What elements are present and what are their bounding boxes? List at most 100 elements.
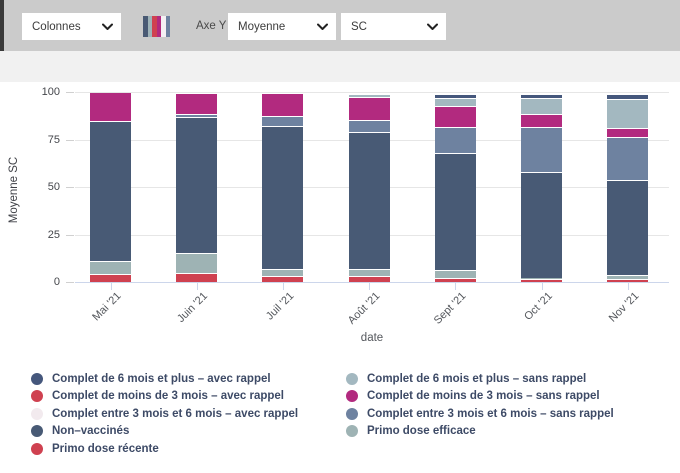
y-tick-mark (66, 92, 74, 93)
legend-label: Complet entre 3 mois et 6 mois – sans ra… (367, 407, 614, 420)
bar-segment[interactable] (434, 153, 476, 270)
bar-segment[interactable] (262, 116, 304, 127)
legend-item[interactable]: Primo dose efficace (346, 423, 614, 441)
toolbar-spacer-band (0, 51, 680, 82)
field-select[interactable]: SC (341, 13, 446, 40)
columns-select-value: Colonnes (32, 20, 81, 33)
y-tick-mark (66, 187, 74, 188)
axis-y-label: Axe Y (196, 20, 227, 32)
bar-segment[interactable] (348, 277, 390, 282)
legend-dot (31, 442, 43, 455)
measure-select-value: Moyenne (238, 20, 286, 33)
legend-dot (346, 390, 358, 403)
bar-segment[interactable] (176, 273, 218, 282)
bar-segment[interactable] (348, 94, 390, 97)
y-tick-label: 75 (47, 133, 60, 146)
gridline (75, 92, 669, 93)
y-tick-label: 100 (41, 86, 60, 98)
legend-dot (346, 407, 358, 420)
legend-item[interactable]: Complet de moins de 3 mois – avec rappel (31, 388, 298, 406)
legend-item[interactable]: Complet de 6 mois et plus – sans rappel (346, 370, 614, 388)
bar-segment[interactable] (521, 128, 562, 172)
x-tick-mark (541, 282, 543, 290)
measure-select[interactable]: Moyenne (228, 13, 336, 40)
mini-series-bar (156, 16, 161, 37)
bar-segment[interactable] (434, 270, 476, 279)
bar-segment[interactable] (521, 94, 562, 98)
y-tick-label: 25 (47, 228, 60, 241)
legend-item[interactable]: Complet de 6 mois et plus – avec rappel (31, 370, 298, 388)
bar-segment[interactable] (348, 120, 390, 132)
legend-dot (346, 425, 358, 438)
legend-item[interactable]: Complet de moins de 3 mois – sans rappel (346, 388, 614, 406)
x-axis-title: date (360, 332, 384, 344)
legend-item[interactable]: Non–vaccinés (31, 423, 298, 441)
bar-segment[interactable] (521, 98, 562, 114)
mini-series-bar (147, 16, 152, 37)
bar-segment[interactable] (434, 94, 476, 98)
field-select-value: SC (351, 20, 367, 33)
y-tick-label: 50 (47, 181, 60, 193)
toolbar: Colonnes Axe Y Moyenne SC (0, 0, 680, 51)
legend-item[interactable]: Primo dose récente (31, 440, 298, 458)
y-tick-mark (66, 139, 74, 141)
bar-segment[interactable] (607, 94, 649, 99)
legend-label: Primo dose efficace (367, 425, 476, 438)
legend-label: Primo dose récente (52, 442, 159, 455)
bar-segment[interactable] (348, 269, 390, 277)
legend-label: Complet de 6 mois et plus – avec rappel (52, 372, 271, 385)
x-axis-line (75, 282, 669, 283)
legend-label: Complet de moins de 3 mois – avec rappel (52, 390, 284, 403)
y-tick-label: 0 (53, 276, 60, 288)
legend-item[interactable]: Complet entre 3 mois et 6 mois – avec ra… (31, 405, 298, 423)
bar-segment[interactable] (262, 277, 304, 282)
chevron-down-icon (102, 23, 113, 31)
bar-segment[interactable] (521, 172, 562, 279)
bar-segment[interactable] (607, 137, 649, 181)
bar-segment[interactable] (607, 276, 649, 280)
bar-segment[interactable] (348, 132, 390, 269)
bar-segment[interactable] (521, 278, 562, 280)
mini-series-bar (152, 16, 157, 37)
toolbar-accent-bar (0, 0, 4, 53)
x-tick-mark (110, 282, 112, 290)
bar-segment[interactable] (90, 262, 131, 275)
bar-segment[interactable] (434, 128, 476, 153)
series-colors-icon (143, 16, 170, 37)
bar-segment[interactable] (262, 93, 304, 116)
chevron-down-icon (427, 23, 438, 31)
bar-segment[interactable] (607, 99, 649, 129)
mini-series-bar (143, 16, 148, 37)
bar-segment[interactable] (434, 279, 476, 282)
chevron-down-icon (317, 23, 328, 31)
bar-segment[interactable] (607, 181, 649, 276)
bar-segment[interactable] (176, 114, 218, 117)
columns-select[interactable]: Colonnes (22, 13, 121, 40)
bar-segment[interactable] (434, 98, 476, 107)
legend-item[interactable]: Complet entre 3 mois et 6 mois – sans ra… (346, 405, 614, 423)
legend-dot (31, 372, 43, 385)
bar-segment[interactable] (176, 253, 218, 273)
legend-dot (346, 372, 358, 385)
x-tick-mark (627, 282, 629, 290)
bar-segment[interactable] (262, 127, 304, 269)
bar-segment[interactable] (90, 93, 131, 121)
bar-segment[interactable] (90, 275, 131, 282)
bar-segment[interactable] (90, 121, 131, 262)
bar-segment[interactable] (262, 269, 304, 277)
bar-segment[interactable] (607, 129, 649, 137)
bar-segment[interactable] (521, 280, 562, 282)
x-tick-mark (369, 282, 371, 290)
bar-segment[interactable] (348, 97, 390, 120)
y-tick-mark (66, 282, 74, 283)
bar-segment[interactable] (176, 93, 218, 114)
bar-segment[interactable] (521, 114, 562, 128)
legend-label: Complet de moins de 3 mois – sans rappel (367, 390, 600, 403)
legend-dot (31, 407, 43, 420)
x-tick-mark (455, 282, 457, 290)
bar-segment[interactable] (434, 107, 476, 128)
bar-segment[interactable] (176, 117, 218, 253)
mini-series-bar (165, 16, 170, 37)
bar-segment[interactable] (607, 280, 649, 282)
